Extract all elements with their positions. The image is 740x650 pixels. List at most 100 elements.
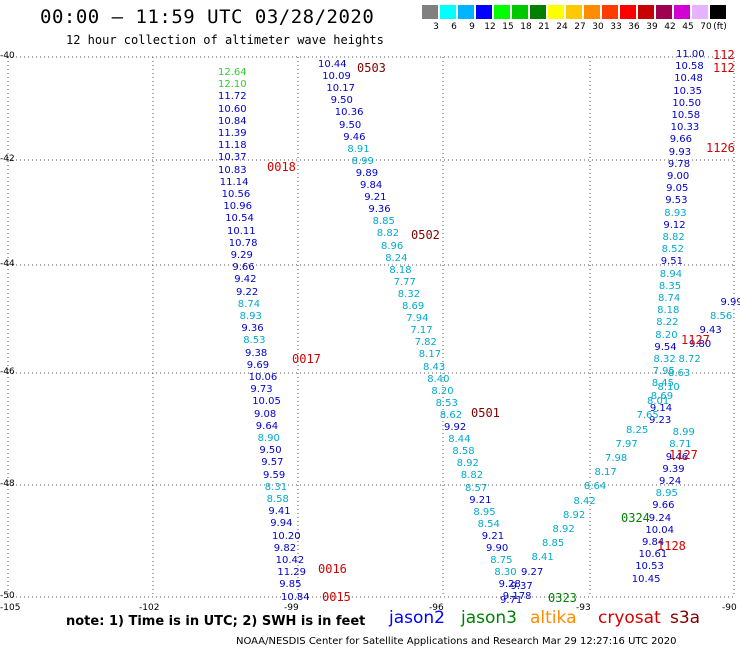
legend-level-label: 30: [592, 22, 604, 32]
wave-height-value: 8.20: [431, 385, 454, 397]
latitude-label: -50: [0, 591, 15, 601]
wave-height-value: 9.38: [245, 347, 268, 359]
wave-height-value: 11.72: [218, 91, 247, 103]
wave-height-value: 9.53: [665, 195, 688, 207]
satellite-cryosat-label: cryosat: [598, 608, 661, 628]
wave-height-value: 9.50: [259, 445, 282, 457]
wave-height-value: 10.83: [218, 164, 247, 176]
wave-height-value: 10.53: [635, 561, 664, 573]
wave-height-value: 7.98: [605, 453, 628, 464]
wave-height-value: 8.99: [672, 427, 695, 439]
wave-height-value: 9.22: [236, 286, 259, 298]
wave-height-value: 10.96: [223, 201, 253, 213]
wave-height-value: 7.97: [615, 438, 638, 450]
wave-height-value: 9.24: [648, 512, 672, 524]
wave-height-value: 8.56: [710, 311, 733, 322]
wave-height-value: 10.48: [674, 73, 703, 85]
wave-height-value: 10.35: [673, 85, 702, 97]
satellite-s3a-label: s3a: [670, 608, 701, 628]
legend-swatch: [584, 5, 600, 19]
wave-height-value: 10.36: [334, 107, 364, 119]
wave-height-value: 10.54: [225, 213, 254, 225]
wave-height-value: 8.58: [266, 494, 289, 505]
wave-height-value: 8.52: [661, 244, 684, 256]
wave-height-value: 9.50: [339, 119, 362, 131]
wave-height-value: 9.23: [649, 415, 672, 426]
wave-height-value: 8.25: [626, 424, 649, 436]
pass-time-label: 112: [713, 61, 735, 75]
wave-height-value: 8.91: [347, 143, 370, 155]
wave-height-value: 9.73: [250, 384, 273, 396]
pass-time-label: 112: [713, 48, 735, 62]
wave-height-value: 9.50: [330, 95, 353, 107]
wave-height-value: 10.09: [322, 71, 351, 83]
wave-height-value: 8.63: [668, 367, 691, 379]
latitude-label: -46: [0, 367, 15, 377]
wave-height-value: 8.53: [243, 335, 266, 347]
wave-height-value: 8.35: [658, 280, 682, 292]
legend-swatch: [620, 5, 636, 19]
latitude-label: -42: [0, 154, 15, 164]
latitude-label: -48: [0, 479, 15, 489]
pass-time-label: 1127: [669, 448, 698, 462]
wave-height-value: 8.82: [662, 232, 685, 243]
wave-height-value: 8.75: [490, 555, 513, 567]
credit-line: NOAA/NESDIS Center for Satellite Applica…: [236, 636, 677, 647]
wave-height-value: 8.90: [257, 433, 280, 444]
wave-height-value: 9.66: [652, 500, 675, 512]
latitude-label: -44: [0, 259, 15, 269]
wave-height-value: 8.17: [594, 467, 617, 479]
wave-height-value: 9.66: [232, 262, 255, 274]
legend-level-label: 70: [700, 22, 712, 32]
wave-height-value: 10.44: [318, 59, 347, 70]
legend-swatch: [710, 5, 726, 19]
wave-height-value: 9.90: [486, 543, 509, 554]
wave-height-value: 8.30: [494, 567, 517, 579]
wave-height-value: 9.178: [502, 591, 532, 603]
wave-height-value: 8.40: [427, 373, 450, 385]
wave-height-value: 8.57: [465, 482, 488, 494]
wave-height-value: 9.59: [263, 469, 286, 481]
legend-level-label: 24: [556, 22, 568, 32]
legend-level-label: 42: [664, 22, 676, 32]
pass-time-label: 0502: [411, 228, 440, 242]
wave-height-value: 9.80: [689, 339, 712, 351]
wave-height-value: 9.78: [667, 158, 691, 170]
wave-height-value: 11.14: [219, 176, 249, 188]
wave-height-value: 8.17: [418, 349, 442, 361]
wave-height-value: 8.95: [473, 506, 496, 518]
pass-time-label: 0501: [471, 406, 500, 420]
wave-height-value: 9.41: [268, 506, 291, 518]
wave-height-value: 11.00: [676, 49, 705, 60]
wave-height-value: 10.60: [218, 103, 247, 115]
wave-height-value: 12.64: [218, 67, 247, 78]
legend-level-label: 39: [646, 22, 658, 32]
wave-height-value: 8.24: [385, 252, 408, 264]
legend-swatch: [458, 5, 474, 19]
legend-level-label: 18: [520, 22, 532, 32]
wave-height-value: 8.43: [423, 361, 446, 373]
wave-height-value: 8.82: [376, 228, 400, 240]
wave-height-value: 8.69: [402, 301, 425, 312]
wave-height-value: 9.69: [246, 359, 270, 371]
wave-height-value: 9.21: [364, 192, 387, 204]
wave-height-value: 10.56: [221, 189, 251, 200]
wave-height-value: 8.92: [552, 524, 575, 535]
legend-swatch: [656, 5, 672, 19]
wave-height-value: 9.84: [642, 537, 665, 548]
wave-height-value: 9.37: [510, 580, 533, 592]
pass-time-label: 0015: [322, 590, 351, 604]
wave-height-value: 8.53: [435, 397, 458, 409]
pass-time-label: 0018: [267, 160, 296, 174]
pass-time-label: 1126: [706, 141, 735, 155]
wave-height-value: 10.37: [218, 152, 247, 164]
wave-height-value: 9.39: [662, 463, 685, 475]
wave-height-value: 10.58: [675, 61, 704, 73]
wave-height-value: 9.46: [343, 131, 366, 143]
wave-height-value: 8.41: [531, 552, 554, 564]
wave-height-value: 8.32: [653, 354, 676, 365]
wave-height-value: 9.24: [659, 476, 682, 487]
wave-height-value: 9.93: [668, 146, 692, 158]
wave-height-value: 9.05: [666, 183, 689, 195]
